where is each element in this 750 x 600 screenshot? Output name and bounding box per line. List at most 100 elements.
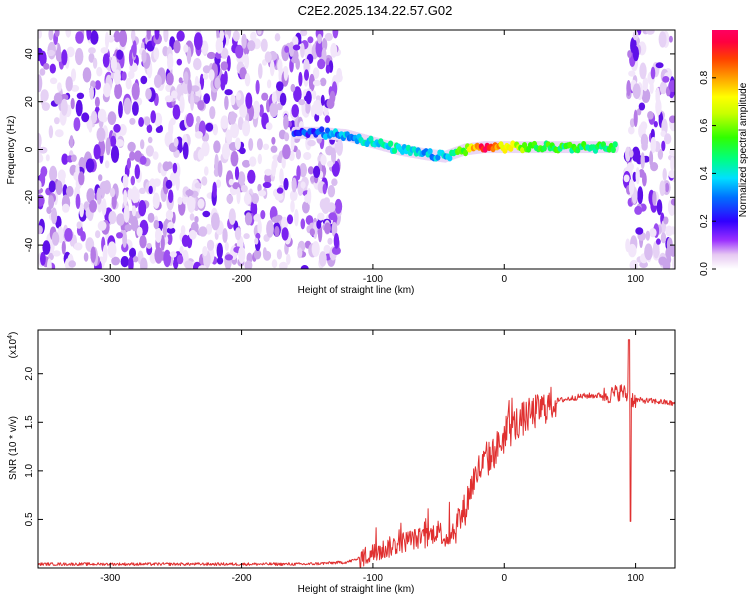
noise-cell xyxy=(179,246,184,254)
noise-cell xyxy=(194,131,203,139)
noise-cell xyxy=(290,200,295,213)
noise-cell xyxy=(68,260,76,268)
noise-cell xyxy=(118,30,128,48)
noise-cell xyxy=(316,220,322,229)
noise-cell xyxy=(243,233,250,240)
noise-cell xyxy=(328,212,337,221)
noise-cell xyxy=(220,61,229,71)
noise-cell xyxy=(166,72,174,86)
y-tick-label: -20 xyxy=(24,190,35,205)
noise-cell xyxy=(665,225,673,237)
noise-cell xyxy=(131,205,137,217)
colorbar-ticks: 0.0 0.2 0.4 0.6 0.8 xyxy=(699,70,716,276)
noise-cell xyxy=(213,140,221,154)
noise-cell xyxy=(300,42,305,58)
noise-cell xyxy=(38,180,42,190)
noise-cell xyxy=(662,76,670,83)
noise-cell xyxy=(128,256,134,269)
noise-cell xyxy=(129,151,136,161)
noise-cell xyxy=(150,110,156,124)
signal-cell xyxy=(427,148,433,155)
noise-cell xyxy=(331,246,341,255)
noise-cell xyxy=(240,184,248,193)
noise-cell xyxy=(262,247,267,259)
noise-cell xyxy=(276,187,284,194)
noise-cell xyxy=(292,44,301,51)
noise-cell xyxy=(197,100,205,111)
noise-cell xyxy=(81,112,90,123)
noise-cell xyxy=(312,79,321,87)
noise-cell xyxy=(307,166,314,175)
noise-cell xyxy=(221,142,231,160)
noise-cell xyxy=(73,117,81,132)
noise-cell xyxy=(294,209,299,227)
noise-cell xyxy=(167,221,174,229)
noise-cell xyxy=(222,228,228,243)
noise-cell xyxy=(75,31,84,44)
spectrogram-y-ticks: -40 -20 0 20 40 xyxy=(24,48,675,252)
noise-cell xyxy=(194,216,199,223)
noise-cell xyxy=(153,219,160,230)
noise-cell xyxy=(299,30,308,37)
noise-cell xyxy=(628,243,637,258)
noise-cell xyxy=(155,227,162,243)
noise-cell xyxy=(322,183,327,195)
noise-cell xyxy=(147,136,153,144)
noise-cell xyxy=(658,31,667,48)
noise-cell xyxy=(189,213,195,221)
noise-cell xyxy=(97,108,107,122)
noise-cell xyxy=(333,233,340,249)
noise-cell xyxy=(70,68,77,82)
noise-cell xyxy=(334,198,343,214)
noise-cell xyxy=(132,40,137,58)
noise-cell xyxy=(242,120,251,137)
noise-cell xyxy=(644,243,653,261)
noise-cell xyxy=(153,178,161,187)
noise-cell xyxy=(286,214,294,225)
x-tick-label: -100 xyxy=(363,573,383,584)
noise-cell xyxy=(234,137,241,151)
noise-cell xyxy=(650,136,657,154)
noise-cell xyxy=(628,149,634,158)
noise-cell xyxy=(171,90,178,99)
noise-cell xyxy=(43,63,50,70)
noise-cell xyxy=(283,114,289,130)
noise-cell xyxy=(327,185,336,198)
noise-cell xyxy=(66,185,74,197)
noise-cell xyxy=(290,83,296,93)
noise-cell xyxy=(662,168,667,181)
noise-cell xyxy=(165,84,172,92)
noise-cell xyxy=(54,30,60,38)
noise-cell xyxy=(118,101,123,119)
noise-cell xyxy=(109,187,116,198)
noise-cell xyxy=(634,205,643,215)
noise-cell xyxy=(90,30,99,45)
noise-cell xyxy=(249,156,257,167)
noise-cell xyxy=(152,192,160,209)
noise-cell xyxy=(312,67,320,79)
noise-cell xyxy=(62,203,70,213)
noise-cell xyxy=(194,182,202,189)
noise-cell xyxy=(39,146,48,154)
noise-cell xyxy=(208,69,215,81)
noise-cell xyxy=(47,258,52,269)
noise-cell xyxy=(90,246,96,263)
noise-cell xyxy=(185,189,194,197)
noise-cell xyxy=(643,95,649,103)
noise-cell xyxy=(305,215,314,226)
noise-cell xyxy=(173,40,181,54)
colorbar-tick-label: 0.4 xyxy=(699,166,710,180)
noise-cell xyxy=(89,86,94,100)
noise-cell xyxy=(230,122,240,139)
noise-cell xyxy=(321,37,328,52)
noise-cell xyxy=(187,195,196,213)
noise-cell xyxy=(313,165,321,178)
noise-cell xyxy=(110,145,120,163)
y-tick-label: 20 xyxy=(24,96,35,108)
x-tick-label: 0 xyxy=(501,573,507,584)
noise-cell xyxy=(86,188,95,204)
noise-cell xyxy=(295,58,301,70)
noise-cell xyxy=(113,69,121,85)
noise-cell xyxy=(295,149,301,160)
noise-cell xyxy=(271,259,278,269)
